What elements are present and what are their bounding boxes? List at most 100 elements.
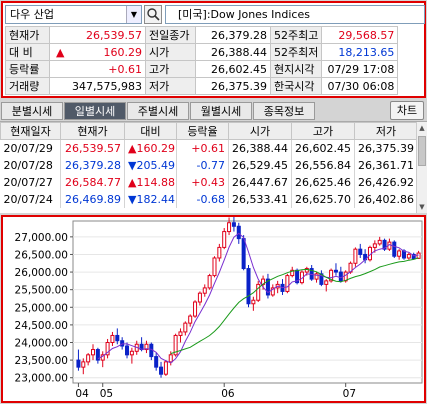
quote-value: ▲ 160.29: [49, 43, 146, 61]
tab-stock-info[interactable]: 종목정보: [253, 102, 315, 120]
open-cell: 26,388.44: [228, 139, 292, 157]
quote-value-text: 347,575,983: [72, 79, 142, 93]
symbol-bar: 다우 산업 ▼ [미국]:Dow Jones Indices: [5, 5, 425, 25]
candle-body: [236, 225, 241, 240]
quote-row: 현재가 26,539.57 전일종가 26,379.28 52주최고 29,568.57: [5, 26, 399, 44]
tab-daily-quotes[interactable]: 일별시세: [64, 102, 126, 120]
tab-weekly-quotes[interactable]: 주별시세: [127, 102, 189, 120]
open-cell: 26,529.45: [228, 156, 292, 174]
quote-panel: 다우 산업 ▼ [미국]:Dow Jones Indices 현재가 26,539…: [1, 1, 426, 98]
candle-body: [217, 246, 222, 259]
table-row[interactable]: 20/07/29 26,539.57 ▲ 160.29 +0.61 26,388.44 26…: [0, 139, 418, 157]
quote-label: 거래량: [5, 77, 50, 95]
up-triangle-icon: ▲: [128, 175, 137, 189]
quote-value-text: 160.29: [103, 45, 143, 59]
column-header[interactable]: 저가: [353, 122, 418, 140]
scroll-thumb[interactable]: [418, 136, 426, 166]
candle-body: [197, 292, 202, 303]
quote-row: 대 비 ▲ 160.29 시가 26,388.44 52주최저 18,213.65: [5, 43, 399, 61]
candle-body: [256, 283, 261, 301]
scroll-up-icon[interactable]: ▲: [419, 124, 425, 132]
candle-body: [246, 268, 251, 305]
candle-body: [304, 268, 309, 273]
chart-button[interactable]: 차트: [390, 101, 424, 120]
x-tick-label: 06: [221, 388, 235, 400]
change-value: 205.49: [136, 158, 175, 172]
quote-value: +0.61: [49, 60, 146, 78]
rate-cell: +0.43: [176, 173, 229, 191]
quote-value: 26,375.39: [195, 77, 271, 95]
candle-body: [159, 366, 164, 375]
column-header[interactable]: 대비: [124, 122, 177, 140]
quote-value: 26,379.28: [195, 26, 271, 44]
price-cell: 26,539.57: [60, 139, 125, 157]
quote-row: 등락률 +0.61 고가 26,602.45 현지시각 07/29 17:08: [5, 60, 399, 78]
candle-body: [382, 239, 387, 250]
high-cell: 26,625.46: [291, 173, 355, 191]
quote-value: 07/30 06:08: [321, 77, 399, 95]
quote-label: 52주최고: [269, 26, 323, 44]
low-cell: 26,375.39: [354, 139, 418, 157]
symbol-name-combobox[interactable]: 다우 산업 ▼: [5, 5, 142, 24]
column-header[interactable]: 현재일자: [0, 122, 61, 140]
column-header[interactable]: 고가: [290, 122, 355, 140]
table-row[interactable]: 20/07/28 26,379.28 ▼ 205.49 -0.77 26,529.45 26…: [0, 156, 418, 174]
date-cell: 20/07/28: [0, 156, 61, 174]
low-cell: 26,426.92: [354, 173, 418, 191]
candle-body: [372, 243, 377, 248]
date-cell: 20/07/29: [0, 139, 61, 157]
y-tick-label: 23,500.00: [15, 355, 68, 367]
column-header[interactable]: 시가: [228, 122, 292, 140]
y-tick-label: 26,500.00: [15, 249, 68, 261]
y-tick-label: 25,500.00: [15, 285, 68, 297]
column-header[interactable]: 현재가: [60, 122, 125, 140]
y-tick-label: 24,000.00: [15, 338, 68, 350]
quote-value: 347,575,983: [49, 77, 146, 95]
candle-body: [265, 278, 270, 296]
open-cell: 26,533.41: [228, 190, 292, 208]
change-value: 114.88: [136, 175, 175, 189]
candle-body: [105, 342, 110, 356]
candle-body: [212, 257, 217, 277]
candle-body: [120, 340, 125, 347]
ma-long-line: [170, 257, 419, 355]
x-tick-label: 07: [343, 388, 356, 400]
rate-cell: -0.77: [176, 156, 229, 174]
candle-body: [416, 252, 421, 259]
candle-body: [168, 354, 173, 363]
down-triangle-icon: ▼: [128, 192, 137, 206]
candlestick-chart: 27,000.00 26,500.00 26,000.00 25,500.00 25,0…: [1, 215, 426, 403]
candle-body: [353, 248, 358, 264]
column-header[interactable]: 등락율: [176, 122, 229, 140]
candle-body: [338, 271, 343, 282]
candle-body: [129, 350, 134, 356]
candle-body: [241, 238, 246, 270]
table-row[interactable]: 20/07/27 26,584.77 ▲ 114.88 +0.43 26,447.67 26…: [0, 173, 418, 191]
y-tick-label: 25,000.00: [15, 302, 68, 314]
price-cell: 26,584.77: [60, 173, 125, 191]
candle-body: [188, 315, 193, 324]
candle-body: [81, 361, 86, 368]
candle-body: [86, 354, 91, 363]
change-cell: ▼ 205.49: [124, 156, 177, 174]
quote-row: 거래량 347,575,983 저가 26,375.39 한국시각 07/30 06:08: [5, 77, 399, 95]
scroll-down-icon[interactable]: ▼: [419, 203, 425, 211]
candle-body: [222, 231, 227, 248]
candle-body: [144, 343, 149, 351]
table-row[interactable]: 20/07/24 26,469.89 ▼ 182.44 -0.68 26,533.41 26…: [0, 190, 418, 208]
candle-body: [110, 334, 115, 343]
y-tick-label: 27,000.00: [15, 232, 68, 244]
quote-value: 18,213.65: [321, 43, 399, 61]
tab-monthly-quotes[interactable]: 월별시세: [190, 102, 252, 120]
rate-cell: -0.68: [176, 190, 229, 208]
tab-minute-quotes[interactable]: 분별시세: [1, 102, 63, 120]
search-button[interactable]: [144, 5, 162, 24]
candle-body: [115, 334, 120, 342]
quote-label: 현재가: [5, 26, 50, 44]
up-triangle-icon: ▲: [56, 45, 65, 59]
vertical-scrollbar[interactable]: ▲ ▼: [416, 122, 427, 213]
rate-cell: +0.61: [176, 139, 229, 157]
chevron-down-icon[interactable]: ▼: [126, 6, 141, 23]
candle-body: [333, 269, 338, 273]
quote-value: 26,539.57: [49, 26, 146, 44]
